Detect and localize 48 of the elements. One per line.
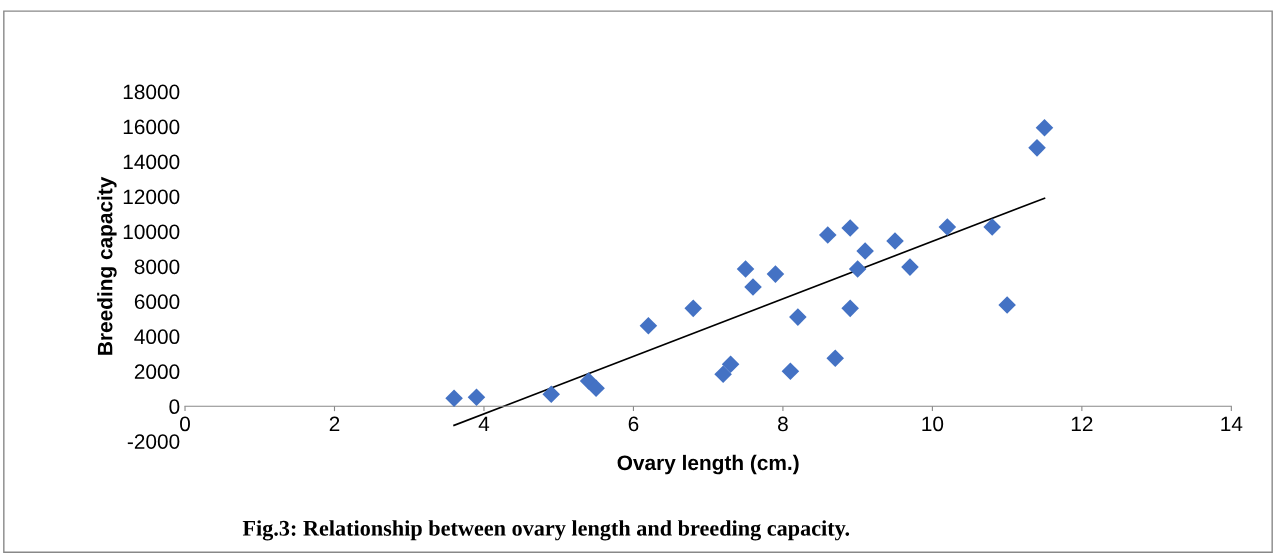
y-tick-label: -2000 <box>127 434 180 449</box>
y-tick-label: 10000 <box>123 224 180 240</box>
point <box>841 299 859 318</box>
point <box>467 388 486 406</box>
point <box>789 308 807 326</box>
y-axis-title: Breeding capacity <box>97 176 117 355</box>
point <box>983 218 1001 236</box>
y-tick-label: 8000 <box>134 259 180 275</box>
point <box>714 365 732 384</box>
x-tick-label: 14 <box>1221 416 1243 432</box>
point <box>639 317 658 335</box>
point <box>542 385 561 403</box>
y-tick-label: 4000 <box>134 329 180 345</box>
x-tick-label: 8 <box>778 416 788 432</box>
y-tick-label: 0 <box>169 399 180 415</box>
point <box>587 379 605 398</box>
y-tick-label: 18000 <box>123 84 180 100</box>
point <box>901 258 919 276</box>
x-tick-label: 10 <box>922 416 944 432</box>
point <box>998 296 1016 314</box>
x-axis-title: Ovary length (cm.) <box>617 454 799 475</box>
point <box>818 226 837 244</box>
point <box>445 389 463 407</box>
point <box>736 260 755 278</box>
x-tick-label: 12 <box>1071 416 1093 432</box>
y-tick-label: 16000 <box>123 119 180 135</box>
y-tick-label: 2000 <box>134 364 180 380</box>
point <box>856 242 874 260</box>
x-tick-label: 6 <box>628 416 639 432</box>
point <box>1035 118 1054 137</box>
point <box>744 278 762 296</box>
y-tick-label: 12000 <box>123 189 180 205</box>
point <box>848 260 867 278</box>
y-tick-label: 6000 <box>134 294 180 310</box>
point <box>766 265 785 283</box>
caption: Fig.3: Relationship between ovary length and breeding capacity. <box>242 520 850 541</box>
x-tick-label: 4 <box>478 416 490 432</box>
point <box>826 349 845 367</box>
point <box>886 232 904 250</box>
point <box>721 355 740 374</box>
y-tick-label: 14000 <box>123 154 180 170</box>
x-tick-label: 0 <box>180 416 190 432</box>
point <box>684 299 703 318</box>
point <box>781 362 800 381</box>
x-tick-label: 2 <box>329 416 340 432</box>
point <box>841 219 859 237</box>
point <box>938 218 957 236</box>
point <box>1028 139 1046 157</box>
